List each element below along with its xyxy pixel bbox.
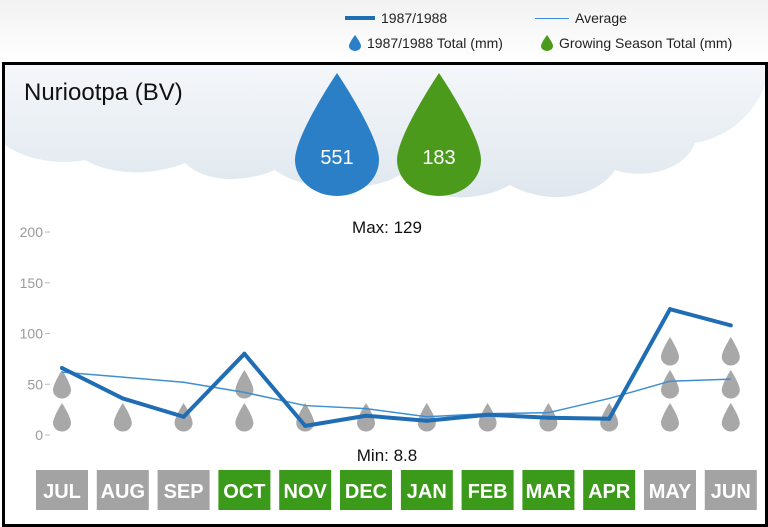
y-tick-label: 0 <box>35 427 43 443</box>
rain-drop-icon <box>721 370 740 399</box>
season-total-value: 183 <box>422 147 455 169</box>
chart-panel: 551 183 Max: 129 Min: 8.8 0 50 100 150 200 J… <box>2 62 768 527</box>
month-label-apr: APR <box>583 470 636 510</box>
legend-label-main: 1987/1988 <box>381 10 448 26</box>
month-text: MAR <box>526 481 572 503</box>
month-text: FEB <box>468 481 508 503</box>
rain-drop-icon <box>721 337 740 366</box>
rain-drop-icon <box>661 370 679 399</box>
rain-drop-icon <box>478 403 497 432</box>
month-label-jan: JAN <box>400 470 453 510</box>
month-text: AUG <box>101 481 145 503</box>
y-axis: 0 50 100 150 200 <box>20 224 50 443</box>
rain-drop-icon <box>113 403 132 432</box>
month-box <box>461 470 514 510</box>
month-label-feb: FEB <box>461 470 514 510</box>
location-title: Nuriootpa (BV) <box>24 79 183 106</box>
month-text: OCT <box>223 481 265 503</box>
y-tick-label: 150 <box>20 275 44 291</box>
main-series-point <box>242 351 247 356</box>
month-box <box>279 470 332 510</box>
month-box <box>36 470 88 510</box>
month-box <box>583 470 636 510</box>
rain-drop-icon <box>721 403 740 432</box>
legend-label-season-total: Growing Season Total (mm) <box>559 35 733 51</box>
month-label-jul: JUL <box>36 470 88 510</box>
main-series-point <box>485 412 490 417</box>
cloud-background <box>5 65 765 198</box>
rain-drop-icon <box>53 403 71 432</box>
month-box <box>157 470 210 510</box>
rainfall-chart: 551 183 Max: 129 Min: 8.8 0 50 100 150 200 J… <box>5 65 765 510</box>
main-series-point <box>303 423 308 428</box>
main-series-point <box>424 418 429 423</box>
month-text: JUL <box>43 481 81 503</box>
month-label-may: MAY <box>644 470 696 510</box>
month-box <box>522 470 575 510</box>
max-label: Max: 129 <box>352 218 422 237</box>
month-label-oct: OCT <box>218 470 271 510</box>
legend: 1987/1988 Average 1987/1988 Total (mm) G… <box>345 8 765 58</box>
month-axis: JUL AUG SEP OCT NOV DEC JAN FEB MAR APR MAY JUN <box>36 470 757 510</box>
blue-drop-icon <box>349 35 361 51</box>
average-series-line <box>61 371 731 418</box>
main-series-point <box>546 415 551 420</box>
legend-label-average: Average <box>575 10 627 26</box>
month-text: SEP <box>164 481 204 503</box>
month-box <box>96 470 149 510</box>
series-lines <box>60 307 733 428</box>
y-tick-label: 100 <box>20 326 44 342</box>
top-strip <box>0 0 768 62</box>
main-series-point <box>120 396 125 401</box>
rain-drop-icon <box>53 370 71 399</box>
main-series-point <box>728 323 733 328</box>
month-text: MAY <box>649 481 692 503</box>
season-total-drop: 183 <box>397 73 481 196</box>
month-text: NOV <box>284 481 328 503</box>
month-box <box>340 470 392 510</box>
main-series-point <box>668 307 672 312</box>
legend-swatch-main <box>345 16 375 20</box>
month-label-mar: MAR <box>522 470 575 510</box>
main-series-point <box>364 413 368 418</box>
month-text: APR <box>588 481 631 503</box>
month-label-dec: DEC <box>340 470 392 510</box>
min-label: Min: 8.8 <box>357 446 417 465</box>
rain-drop-icon <box>661 337 679 366</box>
month-text: JUN <box>711 481 751 503</box>
y-tick-label: 200 <box>20 224 44 240</box>
month-text: DEC <box>345 481 387 503</box>
green-drop-icon <box>541 35 553 51</box>
rain-drop-icon <box>661 403 679 432</box>
main-series-point <box>607 416 612 421</box>
y-tick-label: 50 <box>27 376 43 392</box>
main-series-point <box>181 414 186 419</box>
legend-item-season-total: Growing Season Total (mm) <box>541 35 732 51</box>
month-label-jun: JUN <box>704 470 757 510</box>
month-label-nov: NOV <box>279 470 332 510</box>
legend-swatch-average <box>535 17 569 19</box>
annual-total-drop: 551 <box>295 73 379 196</box>
main-series-point <box>60 366 64 371</box>
rain-drop-icon <box>235 403 254 432</box>
month-box <box>218 470 271 510</box>
month-label-sep: SEP <box>157 470 210 510</box>
month-label-aug: AUG <box>96 470 149 510</box>
month-box <box>704 470 757 510</box>
month-box <box>644 470 696 510</box>
main-series-line <box>61 307 732 428</box>
legend-item-main-series: 1987/1988 <box>345 10 447 26</box>
legend-item-average: Average <box>535 10 627 26</box>
month-box <box>400 470 453 510</box>
legend-item-total: 1987/1988 Total (mm) <box>349 35 503 51</box>
annual-total-value: 551 <box>320 147 353 169</box>
legend-label-total: 1987/1988 Total (mm) <box>367 35 503 51</box>
month-text: JAN <box>407 481 447 503</box>
